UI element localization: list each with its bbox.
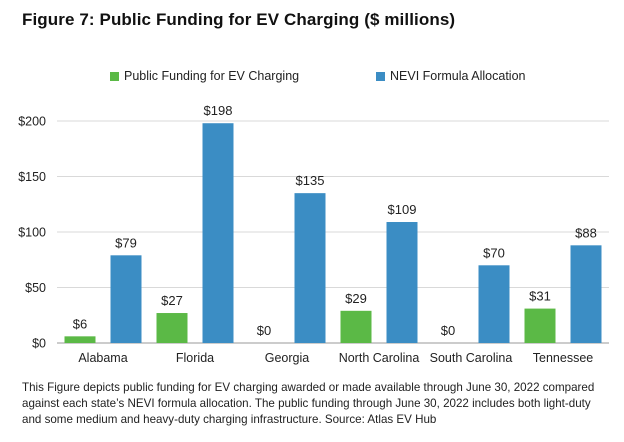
bar [570,245,602,343]
data-label: $79 [115,235,137,250]
data-label: $198 [204,103,233,118]
data-label: $27 [161,293,183,308]
data-label: $70 [483,245,505,260]
y-tick-label: $150 [18,170,46,184]
bar [156,313,188,343]
data-label: $29 [345,291,367,306]
x-tick-label: North Carolina [339,351,420,365]
chart-legend: Public Funding for EV Charging NEVI Form… [0,66,624,88]
y-tick-label: $200 [18,115,46,129]
data-label: $135 [296,173,325,188]
y-tick-label: $100 [18,226,46,240]
data-label: $0 [441,323,455,338]
y-tick-label: $0 [32,337,46,351]
bar [340,310,372,343]
legend-label-public-funding: Public Funding for EV Charging [124,69,300,83]
x-tick-label: Alabama [78,351,127,365]
bar [202,123,234,343]
bar [478,265,510,343]
data-label: $6 [73,316,87,331]
y-tick-label: $50 [25,281,46,295]
bar-chart: $0 $50 $100 $150 $200 $6 $79 Alabama $27 $198 Flor… [18,103,609,365]
bar [386,222,418,343]
legend-label-nevi-allocation: NEVI Formula Allocation [390,69,526,83]
x-tick-label: South Carolina [430,351,513,365]
data-label: $31 [529,289,551,304]
bar [64,336,96,343]
legend-item-public-funding: Public Funding for EV Charging [110,69,299,83]
legend-item-nevi-allocation: NEVI Formula Allocation [376,69,525,83]
legend-swatch-public-funding [110,71,119,81]
x-tick-label: Florida [176,351,214,365]
chart-title: Figure 7: Public Funding for EV Charging… [22,10,456,29]
figure-caption: This Figure depicts public funding for E… [22,381,595,426]
x-tick-label: Tennessee [533,351,594,365]
bar [524,308,556,343]
bar [110,255,142,343]
data-label: $0 [257,323,271,338]
legend-swatch-nevi-allocation [376,71,385,81]
data-label: $88 [575,225,597,240]
bar [294,193,326,343]
data-label: $109 [388,202,417,217]
x-tick-label: Georgia [265,351,310,365]
